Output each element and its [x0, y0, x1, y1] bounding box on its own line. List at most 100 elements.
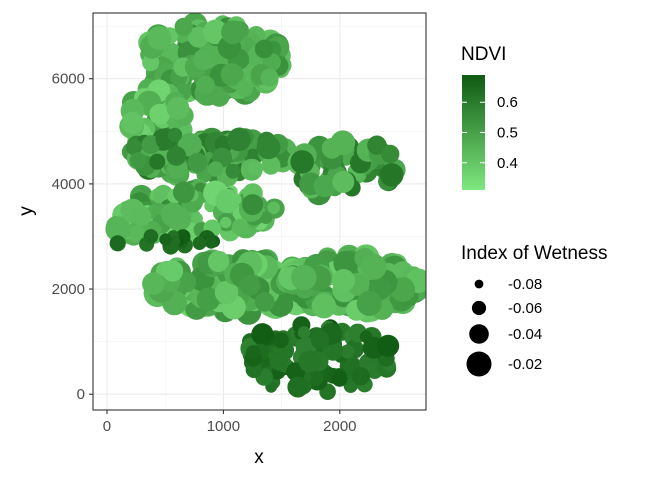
wetness-key-label: -0.02 [508, 356, 542, 373]
data-point [377, 334, 400, 357]
data-point [159, 233, 172, 246]
wetness-key-symbol [469, 324, 489, 344]
data-point [142, 272, 165, 296]
data-point [109, 235, 126, 252]
data-point [256, 135, 281, 160]
data-point [220, 216, 232, 229]
wetness-key-symbol [466, 351, 492, 377]
data-point [193, 48, 215, 70]
wetness-key-label: -0.08 [508, 276, 542, 293]
x-axis-title: x [254, 447, 264, 468]
data-point [298, 350, 321, 373]
data-point [273, 332, 289, 349]
data-point [254, 292, 275, 312]
data-point [356, 290, 382, 316]
data-point [121, 111, 144, 135]
data-point [313, 175, 336, 198]
data-point [231, 218, 249, 236]
data-point [214, 280, 239, 305]
data-point [203, 19, 228, 45]
data-point [291, 264, 317, 291]
data-point [236, 79, 254, 97]
data-point [187, 152, 208, 173]
y-tick-label: 6000 [52, 71, 85, 88]
data-point [191, 212, 203, 225]
data-point [166, 206, 192, 232]
data-point [287, 376, 309, 398]
data-point [332, 269, 355, 292]
data-point [310, 330, 330, 350]
wetness-key-symbol [471, 300, 487, 316]
y-axis-ticks: 0 2000 4000 6000 [52, 71, 93, 403]
data-point [192, 236, 207, 250]
data-point [129, 152, 147, 169]
data-point [166, 96, 190, 120]
data-point [220, 63, 244, 86]
wetness-key-label: -0.06 [508, 300, 542, 317]
ndvi-legend-ticks: 0.6 0.5 0.4 [462, 94, 518, 172]
data-point [196, 75, 215, 95]
data-point [381, 144, 400, 164]
data-point [261, 155, 281, 175]
data-point [205, 236, 218, 249]
data-point [227, 127, 251, 152]
data-point [221, 20, 246, 45]
wetness-legend: Index of Wetness -0.08 -0.06 -0.04 -0.02 [461, 243, 607, 377]
data-point [105, 216, 131, 242]
ndvi-tick-label: 0.4 [497, 155, 518, 172]
data-point [333, 250, 359, 276]
panel-border [92, 12, 427, 411]
data-point [239, 274, 261, 296]
data-point [127, 225, 145, 243]
ndvi-legend-title: NDVI [461, 44, 506, 65]
data-point [306, 369, 324, 387]
data-point [167, 127, 183, 142]
data-point [340, 344, 355, 359]
x-tick-label: 1000 [207, 418, 240, 435]
data-point [229, 193, 242, 206]
data-point [149, 153, 166, 170]
x-axis-ticks: 0 1000 2000 [103, 410, 357, 435]
data-point [208, 86, 230, 107]
data-point [251, 323, 274, 346]
data-point [147, 25, 172, 50]
data-point [332, 170, 355, 193]
y-tick-label: 0 [77, 386, 85, 403]
data-point [269, 352, 288, 371]
data-point [166, 146, 187, 166]
wetness-key-label: -0.04 [508, 326, 542, 343]
data-point [149, 103, 171, 125]
data-point [290, 150, 315, 174]
data-point [143, 229, 159, 244]
data-point [174, 17, 193, 36]
data-point [207, 250, 230, 273]
ndvi-colorbar [462, 75, 485, 190]
data-point [351, 367, 370, 386]
data-point [207, 161, 224, 177]
data-point [248, 160, 263, 176]
data-point [379, 163, 404, 187]
data-point [267, 201, 280, 214]
wetness-legend-keys: -0.08 -0.06 -0.04 -0.02 [466, 276, 542, 377]
y-tick-label: 4000 [52, 176, 85, 193]
y-tick-label: 2000 [52, 281, 85, 298]
data-point [245, 345, 261, 360]
data-point [254, 39, 274, 59]
data-point [367, 135, 387, 155]
data-point [297, 326, 311, 339]
data-point [330, 130, 356, 156]
data-point [173, 181, 195, 204]
data-point [161, 260, 184, 282]
ndvi-tick-label: 0.5 [497, 125, 518, 142]
data-point [360, 253, 387, 280]
y-axis-title: y [16, 206, 37, 216]
wetness-key-symbol [474, 279, 484, 289]
data-point [196, 287, 221, 311]
data-point [242, 194, 264, 216]
wetness-legend-title: Index of Wetness [461, 243, 607, 264]
data-point [225, 163, 241, 179]
data-point [125, 139, 143, 156]
data-point [311, 293, 337, 319]
